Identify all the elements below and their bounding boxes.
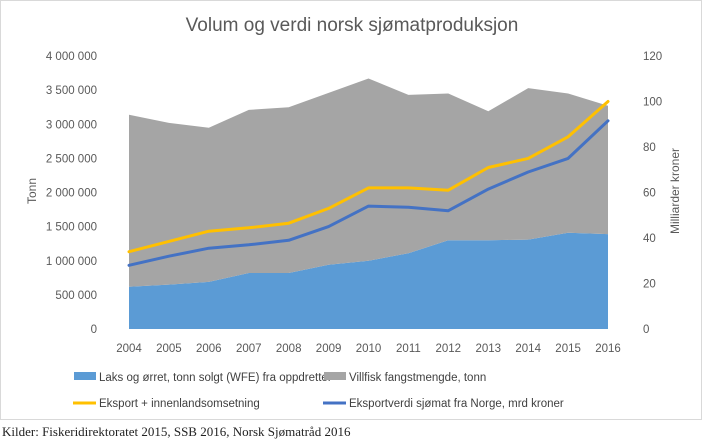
- y-right-tick-label: 20: [643, 279, 656, 291]
- x-tick-label: 2013: [476, 343, 502, 355]
- right-axis-ticks: 0 20 40 60 80 100 120: [643, 51, 662, 336]
- line-series-eksport-innenlands: [127, 100, 610, 254]
- y-right-tick-label: 80: [643, 142, 656, 154]
- y-right-tick-label: 0: [643, 324, 649, 336]
- y-right-tick-label: 60: [643, 188, 656, 200]
- chart-title: Volum og verdi norsk sjømatproduksjon: [186, 15, 519, 36]
- y-left-tick-label: 2 500 000: [46, 153, 97, 165]
- legend-label: Eksport + innenlandsomsetning: [99, 398, 260, 410]
- chart: Volum og verdi norsk sjømatproduksjon 0 5…: [25, 15, 682, 410]
- y-axis-right-label: Milliarder kroner: [668, 148, 682, 234]
- x-tick-label: 2011: [396, 343, 421, 355]
- y-left-tick-label: 3 500 000: [46, 85, 97, 97]
- legend-swatch-villfisk-fangstmengde-to: [324, 372, 346, 380]
- legend-label: Laks og ørret, tonn solgt (WFE) fra oppd…: [99, 372, 332, 384]
- y-left-tick-label: 3 000 000: [46, 119, 97, 131]
- y-left-tick-label: 4 000 000: [46, 51, 97, 63]
- y-left-tick-label: 1 500 000: [46, 222, 97, 234]
- chart-frame: Volum og verdi norsk sjømatproduksjon 0 5…: [0, 0, 702, 420]
- x-tick-label: 2009: [316, 343, 342, 355]
- x-axis-ticks: 2004 2005 2006 2007 2008 2009 2010 2011 2012 2013…: [116, 343, 621, 355]
- y-right-tick-label: 40: [643, 233, 656, 245]
- x-tick-label: 2007: [236, 343, 262, 355]
- x-tick-label: 2005: [156, 343, 182, 355]
- y-left-tick-label: 0: [91, 324, 97, 336]
- y-left-tick-label: 1 000 000: [46, 256, 97, 268]
- area-layer: [129, 78, 608, 329]
- line-layer: [127, 100, 610, 267]
- x-tick-label: 2014: [515, 343, 541, 355]
- x-tick-label: 2015: [555, 343, 581, 355]
- x-tick-label: 2006: [196, 343, 222, 355]
- line-series-eksportverdi: [127, 119, 610, 267]
- x-tick-label: 2008: [276, 343, 302, 355]
- x-tick-label: 2012: [436, 343, 462, 355]
- y-left-tick-label: 500 000: [55, 290, 97, 302]
- legend: Laks og ørret, tonn solgt (WFE) fra oppd…: [73, 372, 564, 410]
- x-tick-label: 2010: [356, 343, 382, 355]
- legend-label: Eksportverdi sjømat fra Norge, mrd krone…: [349, 398, 564, 410]
- area-series-laks-og-orret: [129, 232, 608, 329]
- y-axis-left-label: Tonn: [25, 178, 39, 204]
- left-axis-ticks: 0 500 000 1 000 000 1 500 000 2 000 000 2 500…: [46, 51, 97, 336]
- legend-swatch-laks-og-orret-tonn-solgt: [74, 372, 96, 380]
- source-note: Kilder: Fiskeridirektoratet 2015, SSB 20…: [2, 424, 351, 439]
- x-tick-label: 2004: [116, 343, 142, 355]
- y-right-tick-label: 120: [643, 51, 662, 63]
- legend-label: Villfisk fangstmengde, tonn: [349, 372, 486, 384]
- y-left-tick-label: 2 000 000: [46, 188, 97, 200]
- y-right-tick-label: 100: [643, 97, 662, 109]
- x-tick-label: 2016: [595, 343, 621, 355]
- area-series-villfisk: [129, 78, 608, 287]
